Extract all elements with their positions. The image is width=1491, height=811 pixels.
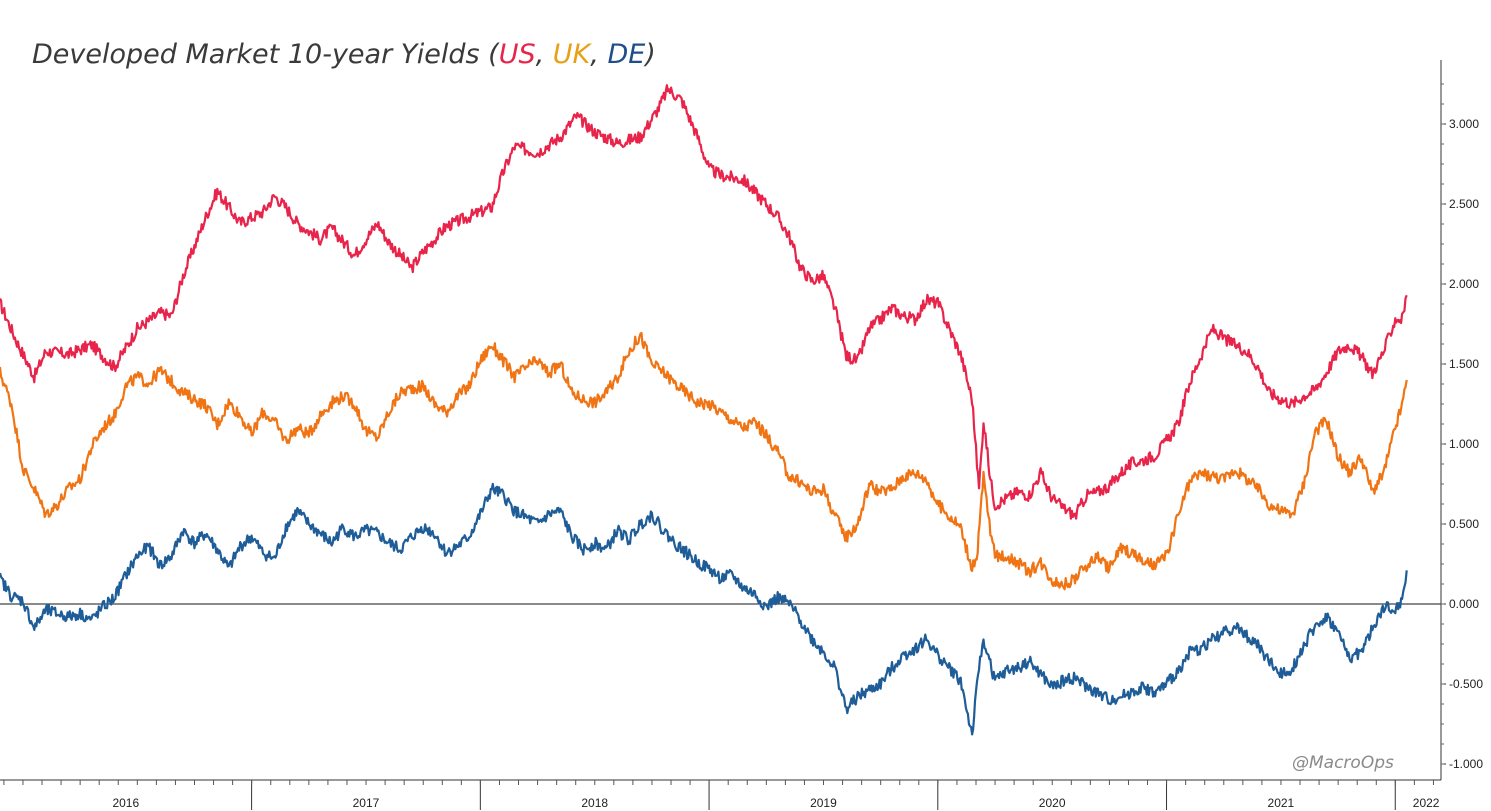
y-tick-label: 3.000 xyxy=(1449,117,1479,131)
y-tick-label: -1.000 xyxy=(1449,757,1483,771)
y-axis-ticks: -1.000 -0.500 0.000 0.500 1.000 1.500 2.000 2.5… xyxy=(1441,83,1483,771)
chart-title-sep-1: , xyxy=(536,39,553,70)
y-tick-label: 2.000 xyxy=(1449,277,1479,291)
series-line-uk xyxy=(0,331,1408,591)
chart-title-suffix: ) xyxy=(643,39,656,70)
chart-title-sep-2: , xyxy=(590,39,607,70)
x-year-label: 2018 xyxy=(581,796,608,810)
series-line-us xyxy=(0,84,1408,520)
chart-title-us: US xyxy=(499,39,536,70)
x-year-label: 2016 xyxy=(112,796,139,810)
y-tick-label: 0.000 xyxy=(1449,597,1479,611)
chart-title-uk: UK xyxy=(553,39,593,70)
chart-title: Developed Market 10-year Yields (US, UK,… xyxy=(32,39,656,70)
series-line-de xyxy=(0,482,1408,736)
chart-title-prefix: Developed Market 10-year Yields ( xyxy=(32,39,500,70)
watermark: @MacroOps xyxy=(1292,753,1394,773)
x-year-label: 2017 xyxy=(353,796,380,810)
x-axis-ticks: 2016 2017 2018 2019 2020 2021 2022 xyxy=(3,780,1440,810)
chart-title-de: DE xyxy=(607,39,645,70)
x-year-label: 2021 xyxy=(1268,796,1295,810)
series-group xyxy=(0,84,1408,736)
y-tick-label: -0.500 xyxy=(1449,677,1483,691)
y-tick-label: 1.500 xyxy=(1449,357,1479,371)
y-tick-label: 2.500 xyxy=(1449,197,1479,211)
y-tick-label: 0.500 xyxy=(1449,517,1479,531)
x-year-label: 2022 xyxy=(1413,796,1440,810)
x-year-label: 2020 xyxy=(1039,796,1066,810)
x-year-label: 2019 xyxy=(810,796,837,810)
y-tick-label: 1.000 xyxy=(1449,437,1479,451)
